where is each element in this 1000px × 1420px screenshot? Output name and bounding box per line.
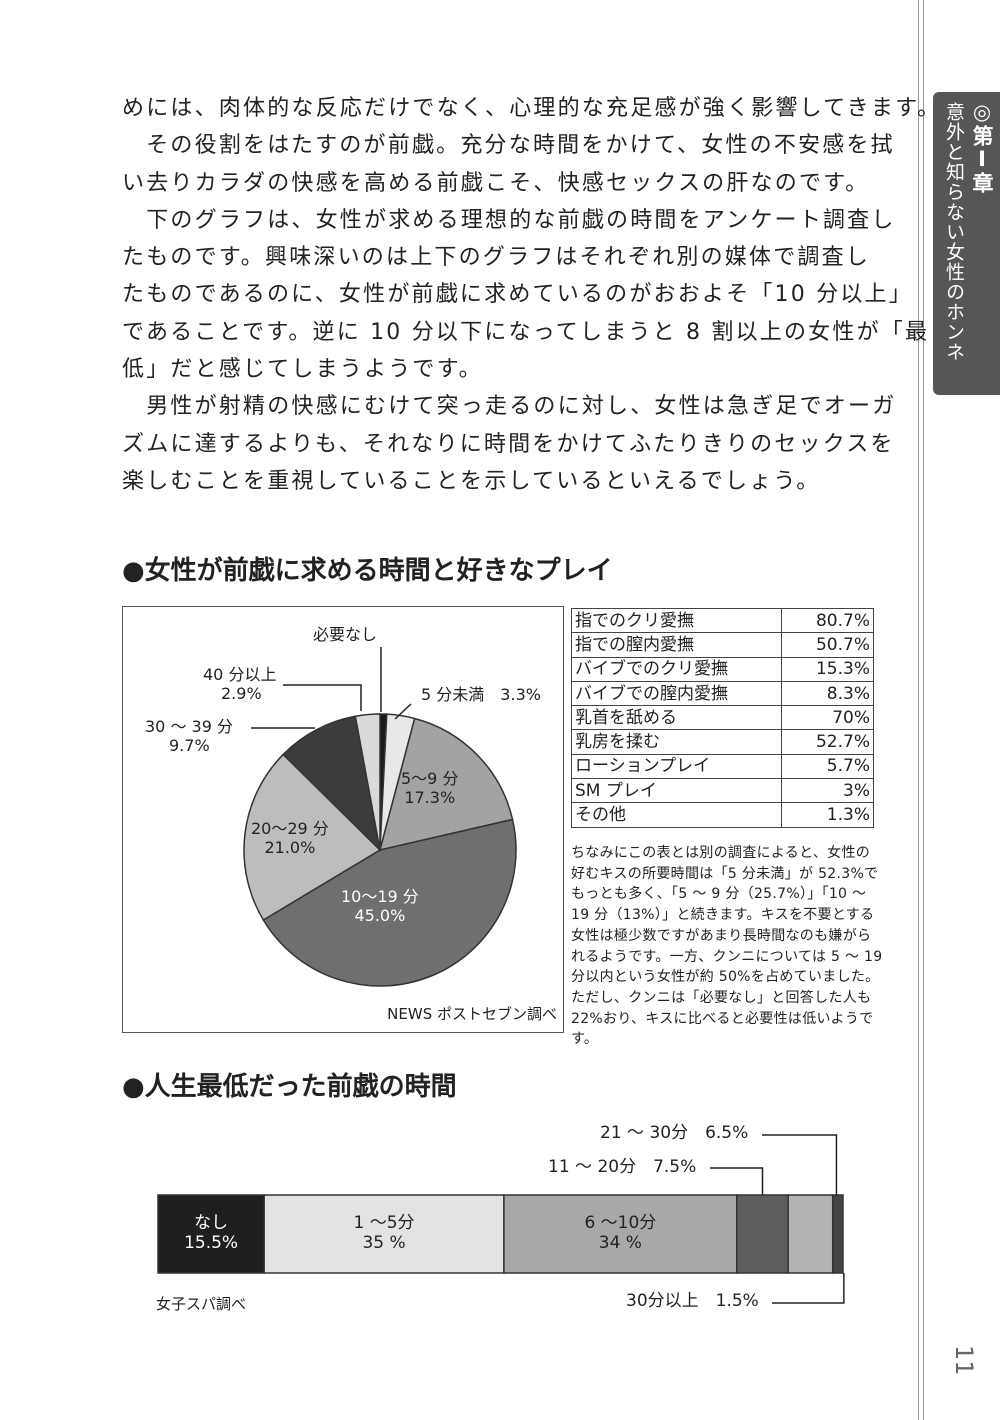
table-row: 指でのクリ愛撫 80.7% bbox=[571, 607, 874, 634]
kiss-note: ちなみにこの表とは別の調査によると、女性の好むキスの所要時間は「5 分未満」が … bbox=[571, 845, 883, 1048]
play-name: SM プレイ bbox=[571, 778, 782, 804]
bar-segment bbox=[787, 1194, 834, 1274]
leader-line bbox=[283, 684, 362, 711]
pie-slice bbox=[282, 715, 382, 853]
label-10-19: 10～19 分 45.0% bbox=[341, 887, 419, 925]
table-row: 乳首を舐める 70% bbox=[571, 705, 874, 731]
body-line: その役割をはたすのが前戯。充分な時間をかけて、女性の不安感を拭 bbox=[122, 133, 895, 159]
leader-line bbox=[762, 1134, 838, 1195]
bar-segment-label: 1 ～5分 35 % bbox=[353, 1213, 415, 1253]
play-name: その他 bbox=[571, 802, 782, 828]
play-name: ローションプレイ bbox=[571, 753, 782, 780]
play-percent: 15.3% bbox=[781, 656, 874, 682]
pie-slice bbox=[354, 713, 381, 851]
label-5-9: 5～9 分 17.3% bbox=[401, 769, 459, 807]
play-percent: 1.3% bbox=[781, 802, 874, 828]
table-row: バイブでの膣内愛撫 8.3% bbox=[571, 680, 874, 707]
bar-segment-label: なし 15.5% bbox=[184, 1213, 239, 1253]
label-21-30: 21 ～ 30分 6.5% bbox=[600, 1123, 749, 1143]
table-row: 指での膣内愛撫 50.7% bbox=[571, 632, 874, 658]
play-percent: 8.3% bbox=[781, 680, 874, 707]
body-line: であることです。逆に 10 分以下になってしまうと 8 割以上の女性が「最 bbox=[122, 319, 930, 345]
page-number: 11 bbox=[950, 1345, 978, 1376]
stacked-bar-chart bbox=[157, 1134, 845, 1304]
body-line: たものです。興味深いのは上下のグラフはそれぞれ別の媒体で調査し bbox=[122, 245, 871, 271]
leader-line bbox=[394, 703, 412, 720]
body-line: 楽しむことを重視していることを示しているといえるでしょう。 bbox=[122, 468, 821, 494]
pie-source: NEWS ポストセブン調べ bbox=[387, 1005, 557, 1023]
body-line: 低」だと感じてしまうようです。 bbox=[122, 357, 483, 383]
bar-segment-label: 6 ～10分 34 % bbox=[584, 1213, 657, 1253]
play-percent: 70% bbox=[781, 705, 874, 731]
chapter-title: 意外と知らない女性のホンネ bbox=[943, 102, 965, 362]
play-name: バイブでの膣内愛撫 bbox=[571, 680, 782, 707]
label-under5: 5 分未満 3.3% bbox=[421, 685, 541, 704]
bar-source: 女子スパ調べ bbox=[156, 1295, 247, 1313]
label-30plus: 30分以上 1.5% bbox=[626, 1291, 759, 1311]
bar-segment bbox=[831, 1194, 844, 1274]
chapter-number: ◎第Ⅰ章 bbox=[970, 100, 994, 194]
pie-chart bbox=[243, 647, 517, 987]
chapter-tab: ◎第Ⅰ章 意外と知らない女性のホンネ bbox=[933, 92, 1000, 395]
bar-segment bbox=[503, 1194, 738, 1274]
bar-chart-box: なし 15.5% 1 ～5分 35 % 6 ～10分 34 % 21 ～ 30分 6.5%… bbox=[122, 1110, 852, 1350]
body-line: 男性が射精の快感にむけて突っ走るのに対し、女性は急ぎ足でオーガ bbox=[122, 394, 897, 420]
pie-slice bbox=[378, 717, 514, 852]
leader-line bbox=[772, 1273, 845, 1304]
play-percent: 3% bbox=[781, 778, 874, 804]
table-row: その他 1.3% bbox=[571, 802, 874, 828]
label-none: 必要なし bbox=[313, 625, 378, 644]
section-title-pie: ●女性が前戯に求める時間と好きなプレイ bbox=[122, 556, 613, 586]
section-title-bar: ●人生最低だった前戯の時間 bbox=[122, 1072, 457, 1102]
body-line: い去りカラダの快感を高める前戯こそ、快感セックスの肝なのです。 bbox=[122, 170, 870, 196]
pie-slice bbox=[262, 818, 517, 987]
table-row: SM プレイ 3% bbox=[571, 778, 874, 804]
page-edge-rule bbox=[918, 0, 924, 1420]
bar-segment bbox=[263, 1194, 505, 1274]
body-line: ズムに達するよりも、それなりに時間をかけてふたりきりのセックスを bbox=[122, 431, 895, 457]
play-name: 指でのクリ愛撫 bbox=[571, 607, 782, 634]
table-row: バイブでのクリ愛撫 15.3% bbox=[571, 656, 874, 682]
body-line: たものであるのに、女性が前戯に求めているのがおおよそ「10 分以上」 bbox=[122, 282, 913, 308]
pie-chart-box: 必要なし 5 分未満 3.3% 5～9 分 17.3% 10～19 分 45.0% … bbox=[122, 606, 564, 1033]
table-row: ローションプレイ 5.7% bbox=[571, 753, 874, 780]
play-percent: 5.7% bbox=[781, 753, 874, 780]
body-text: めには、肉体的な反応だけでなく、心理的な充足感が強く影響してきます。 その役割を… bbox=[122, 90, 941, 500]
pie-slice bbox=[243, 753, 382, 921]
bar-segment bbox=[736, 1194, 789, 1274]
play-name: バイブでのクリ愛撫 bbox=[571, 656, 782, 682]
play-percent: 50.7% bbox=[781, 632, 874, 658]
label-30-39: 30 ～ 39 分 9.7% bbox=[145, 717, 233, 755]
label-11-20: 11 ～ 20分 7.5% bbox=[548, 1157, 697, 1177]
leader-line bbox=[710, 1167, 764, 1195]
play-percent: 80.7% bbox=[781, 607, 874, 634]
label-20-29: 20～29 分 21.0% bbox=[251, 819, 329, 857]
play-percent: 52.7% bbox=[781, 729, 874, 755]
play-name: 乳房を揉む bbox=[571, 729, 782, 755]
play-name: 指での膣内愛撫 bbox=[571, 632, 782, 658]
play-table: 指でのクリ愛撫 80.7% 指での膣内愛撫 50.7% バイブでのクリ愛撫 15.3% バイ… bbox=[571, 607, 874, 828]
label-40plus: 40 分以上 2.9% bbox=[203, 665, 277, 703]
body-line: 下のグラフは、女性が求める理想的な前戯の時間をアンケート調査し bbox=[122, 207, 896, 233]
table-row: 乳房を揉む 52.7% bbox=[571, 729, 874, 755]
play-name: 乳首を舐める bbox=[571, 705, 782, 731]
body-line: めには、肉体的な反応だけでなく、心理的な充足感が強く影響してきます。 bbox=[122, 96, 942, 121]
